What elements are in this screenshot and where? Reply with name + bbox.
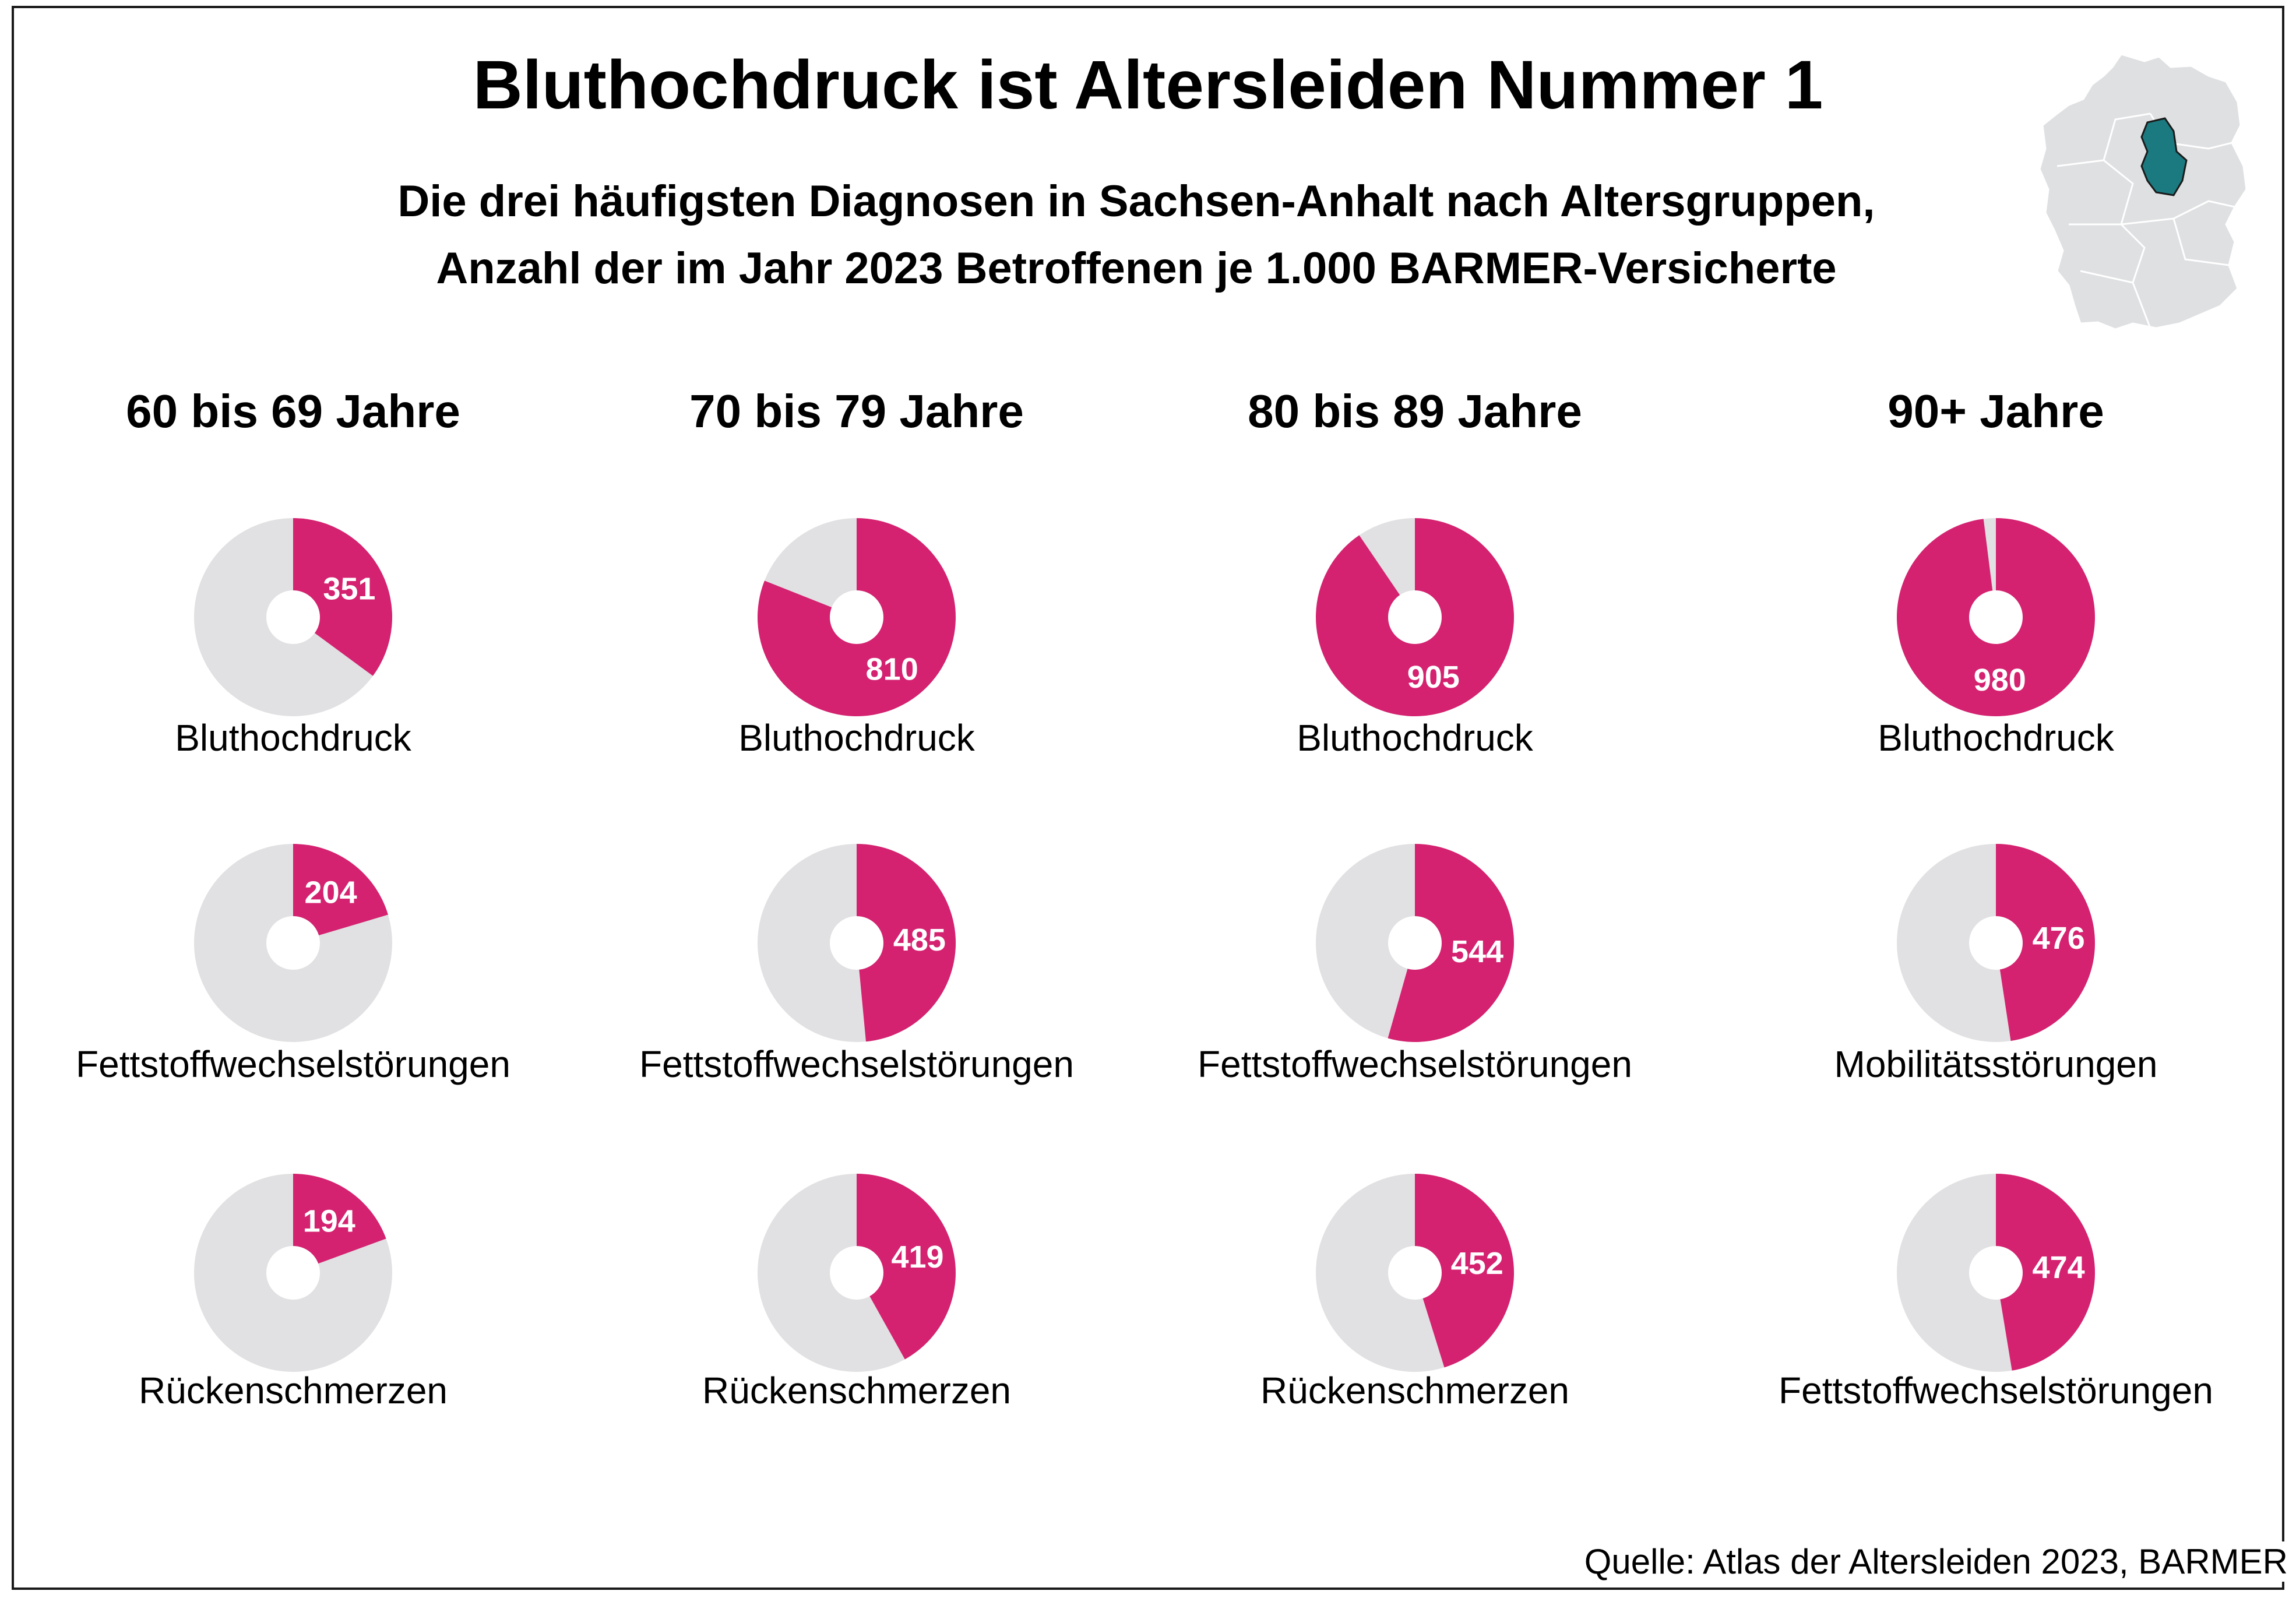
diagnosis-label: Bluthochdruck <box>175 717 411 759</box>
pie-value-label: 980 <box>1974 663 2026 698</box>
pie-value-slice <box>293 1174 386 1273</box>
germany-map-icon <box>2038 53 2248 330</box>
pie-value-slice <box>1415 1174 1515 1368</box>
age-group-header: 90+ Jahre <box>1887 385 2104 437</box>
subtitle-line-1: Die drei häufigsten Diagnosen in Sachsen… <box>397 177 1875 226</box>
pie-value-slice <box>857 843 956 1042</box>
pie-center-hole <box>1969 916 2023 970</box>
pie-value-slice <box>1388 844 1515 1042</box>
pie-center-hole <box>1388 590 1442 644</box>
subtitle-line-2: Anzahl der im Jahr 2023 Betroffenen je 1… <box>436 244 1837 293</box>
diagnosis-label: Fettstoffwechselstörungen <box>1779 1370 2213 1412</box>
pie-value-label: 810 <box>866 652 918 687</box>
pie-value-slice <box>293 518 393 676</box>
pie-value-label: 351 <box>323 571 375 606</box>
pie-center-hole <box>266 1246 320 1300</box>
pie-center-hole <box>266 590 320 644</box>
pie-value-label: 419 <box>891 1240 943 1275</box>
pie-value-label: 544 <box>1451 934 1503 969</box>
pie-center-hole <box>266 916 320 970</box>
source-note: Quelle: Atlas der Altersleiden 2023, BAR… <box>1580 1541 2288 1582</box>
diagnosis-label: Rückenschmerzen <box>139 1370 448 1412</box>
pie-value-label: 905 <box>1407 660 1460 695</box>
state-borders <box>2056 112 2235 329</box>
pie-center-hole <box>1969 590 2023 644</box>
chart-frame <box>12 6 2284 1590</box>
pie-center-hole <box>1388 916 1442 970</box>
pie-value-label: 194 <box>303 1203 355 1238</box>
age-group-header: 80 bis 89 Jahre <box>1248 385 1582 437</box>
pie-value-label: 474 <box>2033 1250 2085 1285</box>
chart-title: Bluthochdruck ist Altersleiden Nummer 1 <box>473 47 1823 124</box>
chart-subtitle: Die drei häufigsten Diagnosen in Sachsen… <box>117 168 2156 302</box>
age-group-header: 70 bis 79 Jahre <box>689 385 1024 437</box>
diagnosis-label: Rückenschmerzen <box>1260 1370 1569 1412</box>
saxony-anhalt-region <box>2140 117 2188 196</box>
pie-center-hole <box>1388 1246 1442 1300</box>
pie-center-hole <box>830 590 883 644</box>
pie-value-label: 204 <box>305 875 357 910</box>
pie-value-label: 452 <box>1451 1246 1503 1281</box>
pie-value-slice <box>293 844 388 943</box>
diagnosis-label: Fettstoffwechselstörungen <box>76 1043 510 1085</box>
pie-value-label: 485 <box>893 923 946 958</box>
age-group-header: 60 bis 69 Jahre <box>126 385 460 437</box>
pie-value-slice <box>1996 844 2095 1041</box>
diagnosis-label: Bluthochdruck <box>1878 717 2114 759</box>
diagnosis-label: Mobilitätsstörungen <box>1834 1043 2158 1085</box>
diagnosis-label: Bluthochdruck <box>1297 717 1533 759</box>
diagnosis-label: Rückenschmerzen <box>702 1370 1011 1412</box>
pie-center-hole <box>830 1246 883 1300</box>
pie-value-slice <box>1996 1174 2096 1371</box>
pie-value-slice <box>857 1174 956 1360</box>
diagnosis-label: Fettstoffwechselstörungen <box>1198 1043 1632 1085</box>
pie-value-label: 476 <box>2033 921 2085 956</box>
diagnosis-label: Bluthochdruck <box>738 717 975 759</box>
pie-center-hole <box>830 916 883 970</box>
pie-center-hole <box>1969 1246 2023 1300</box>
diagnosis-label: Fettstoffwechselstörungen <box>639 1043 1074 1085</box>
